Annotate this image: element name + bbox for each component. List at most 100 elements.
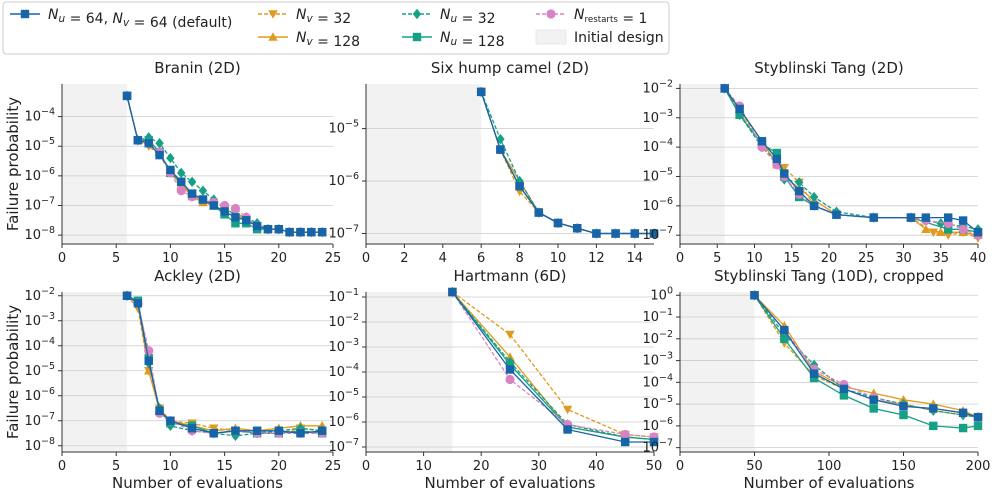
y-tick-label: 10−6 <box>642 416 673 434</box>
y-tick-label: 10−7 <box>24 195 55 213</box>
y-tick-label: 10−5 <box>642 394 673 412</box>
series-nv32 <box>476 88 659 239</box>
data-point <box>166 416 175 425</box>
y-tick-label: 10−2 <box>24 286 55 304</box>
x-tick-label: 0 <box>676 251 684 266</box>
data-point <box>230 203 241 214</box>
data-point <box>929 404 938 413</box>
data-point <box>296 429 305 438</box>
data-point <box>958 224 968 234</box>
data-point <box>973 421 983 431</box>
legend-label-default: Nu = 64, Nv = 64 (default) <box>48 7 232 31</box>
series-default <box>122 91 327 237</box>
initial-design-region <box>62 292 128 452</box>
data-point <box>553 218 563 228</box>
data-point <box>144 356 153 365</box>
series-line-nu32 <box>724 88 979 230</box>
x-tick-label: 100 <box>817 459 842 474</box>
data-point <box>307 227 316 237</box>
y-tick-label: 10−4 <box>24 107 55 125</box>
series-nv32 <box>749 291 983 422</box>
y-tick-label: 10−7 <box>642 438 673 456</box>
data-point <box>274 426 283 435</box>
data-point <box>144 139 153 148</box>
series-line-default <box>754 294 979 418</box>
data-point <box>231 213 240 222</box>
data-point <box>630 229 639 238</box>
data-point <box>534 208 543 217</box>
data-point <box>515 182 524 191</box>
x-tick-label: 5 <box>713 251 721 266</box>
x-tick-label: 5 <box>112 251 120 266</box>
y-axis-label: Failure probability <box>4 305 22 439</box>
data-point <box>973 412 983 422</box>
legend-label-nv128: Nv = 128 <box>296 30 360 50</box>
series-nu32 <box>750 290 983 423</box>
series-default <box>448 287 659 447</box>
data-point <box>809 191 819 203</box>
data-point <box>252 222 262 231</box>
data-point <box>505 374 515 385</box>
series-line-nu128 <box>724 88 979 233</box>
data-point <box>780 325 789 335</box>
data-point <box>973 228 983 237</box>
y-tick-label: 10−6 <box>328 171 359 189</box>
data-point <box>757 137 767 146</box>
data-point <box>220 207 229 216</box>
data-point <box>477 87 486 97</box>
x-tick-label: 20 <box>271 251 288 266</box>
data-point <box>921 224 931 234</box>
x-tick-label: 5 <box>112 459 120 474</box>
data-point <box>611 229 620 238</box>
y-tick-label: 10−4 <box>642 137 673 155</box>
data-point <box>621 437 630 447</box>
series-nu32 <box>720 83 983 235</box>
series-line-nv128 <box>754 294 979 418</box>
x-tick-label: 10 <box>162 459 179 474</box>
legend-marker-nv32 <box>268 10 278 19</box>
data-point <box>198 185 208 196</box>
series-nrestarts1 <box>447 287 659 442</box>
series-nv128 <box>447 287 659 444</box>
series-nrestarts1 <box>122 291 327 438</box>
series-default <box>720 84 983 237</box>
data-point <box>317 426 327 435</box>
series-nu32 <box>477 86 659 239</box>
panel-2: 10−7 10−6 10−5 0 2 4 6 8 10 12 14 Six hump camel (2… <box>328 59 659 266</box>
y-tick-label: 10−5 <box>24 361 55 379</box>
x-axis-label: Number of evaluations <box>744 474 915 492</box>
initial-design-region <box>366 84 482 244</box>
series-nu128 <box>122 291 327 438</box>
legend-marker-nrestarts1 <box>546 9 556 19</box>
data-point <box>649 229 659 238</box>
x-tick-label: 150 <box>891 459 916 474</box>
x-tick-label: 25 <box>325 251 342 266</box>
data-point <box>795 186 804 196</box>
data-point <box>906 213 916 222</box>
series-line-default <box>480 91 654 235</box>
series-line-nv32 <box>753 294 979 418</box>
x-tick-label: 10 <box>415 459 432 474</box>
data-point <box>899 402 908 411</box>
data-point <box>155 150 164 160</box>
data-point <box>780 334 789 344</box>
x-tick-label: 10 <box>162 251 179 266</box>
data-point <box>496 145 505 154</box>
x-tick-label: 200 <box>966 459 991 474</box>
y-tick-label: 10−3 <box>642 108 673 126</box>
panel-3: 10−7 10−6 10−5 10−4 10−3 10−2 0 5 10 15 20 25 30 35 40… <box>642 59 986 266</box>
data-point <box>779 163 789 173</box>
x-tick-label: 25 <box>858 251 875 266</box>
data-point <box>122 291 132 300</box>
panel-title: Six hump camel (2D) <box>431 59 589 77</box>
panel-title: Branin (2D) <box>154 59 240 77</box>
series-default <box>477 87 659 238</box>
x-tick-label: 0 <box>58 459 66 474</box>
panel-6: 10−7 10−6 10−5 10−4 10−3 10−2 10−1 100 0 50 100 150… <box>642 267 990 492</box>
y-tick-label: 10−5 <box>328 387 359 405</box>
legend-item-nu128: Nu = 128 <box>402 30 505 50</box>
series-default <box>122 291 327 438</box>
x-tick-label: 10 <box>746 251 763 266</box>
y-tick-label: 10−2 <box>642 329 673 347</box>
